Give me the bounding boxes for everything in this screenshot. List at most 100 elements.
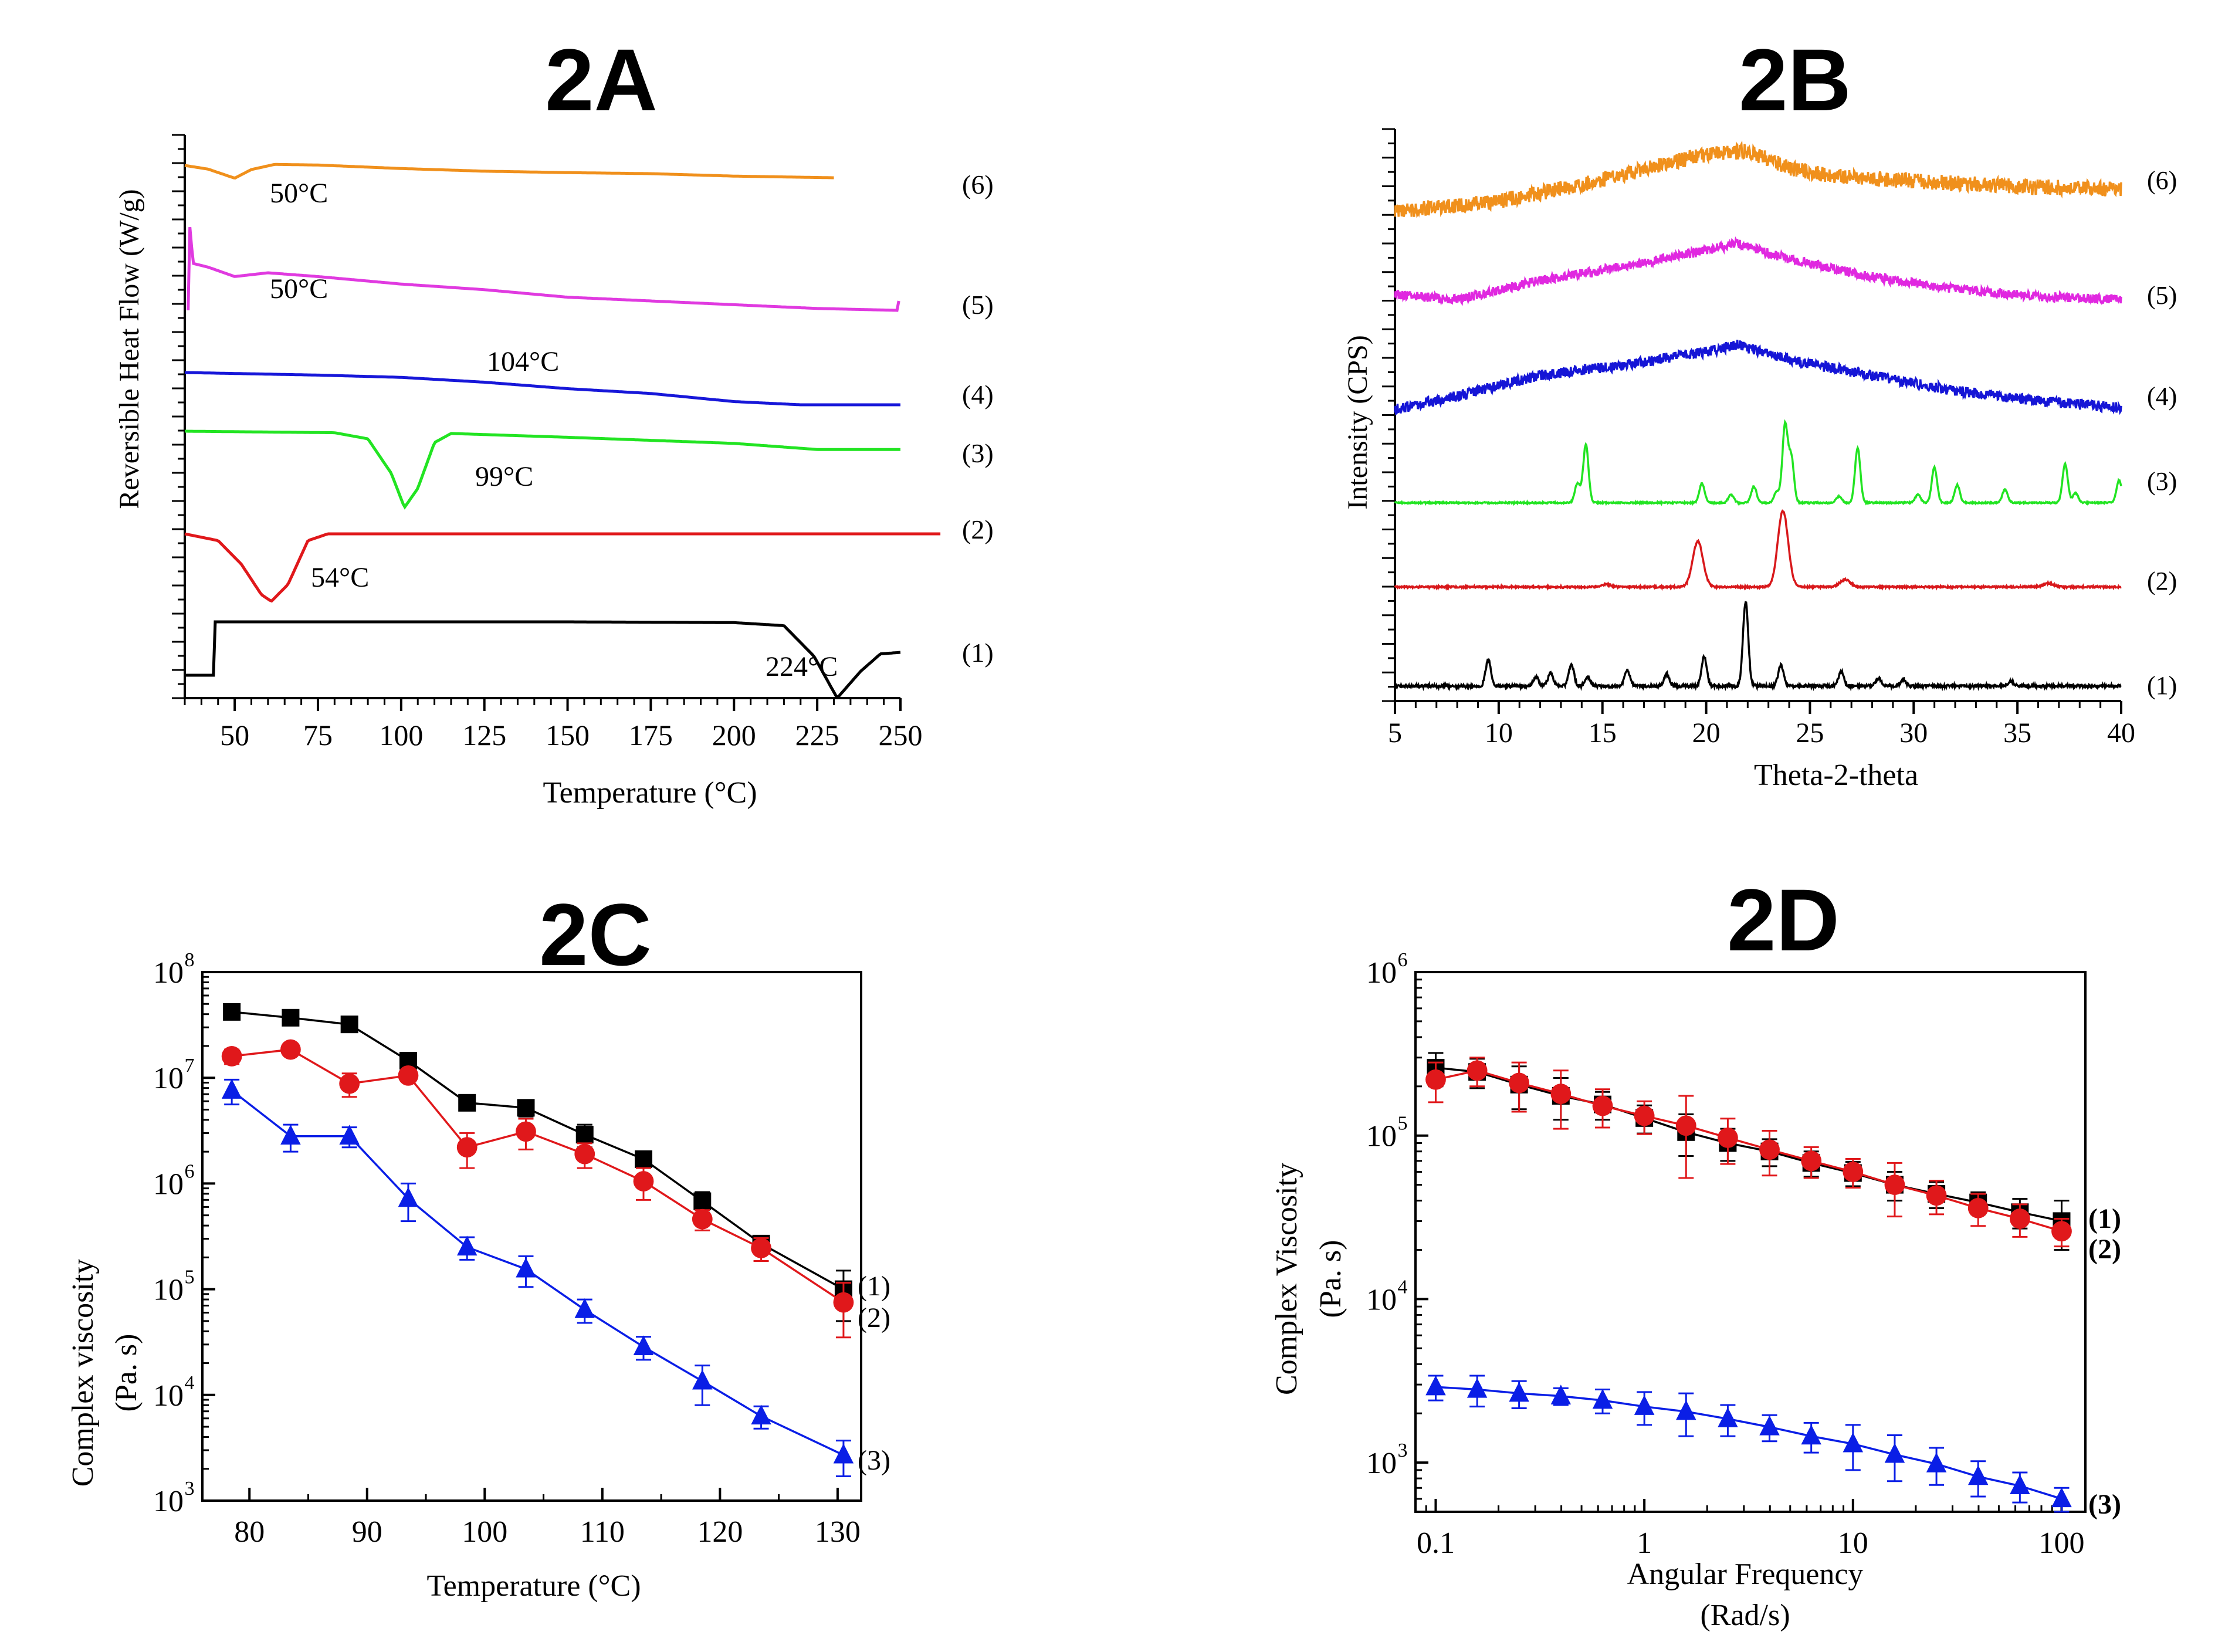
panel-2c-data-point xyxy=(339,1125,360,1145)
panel-2b-x-tick-label: 30 xyxy=(1899,717,1928,749)
panel-2c-data-point xyxy=(574,1143,595,1164)
panel-2c-data-point xyxy=(692,1208,713,1230)
panel-2c-data-point xyxy=(516,1121,536,1142)
panel-2c-data-point xyxy=(221,1079,242,1099)
panel-2a-x-tick-label: 150 xyxy=(546,719,590,751)
panel-2c-y-axis-label-line2: (Pa. s) xyxy=(110,1334,143,1412)
panel-2d-y-axis-label-line1: Complex Viscosity xyxy=(1270,1163,1303,1395)
panel-2c-x-tick-label: 130 xyxy=(815,1515,861,1549)
panel-2d-x-tick-label: 0.1 xyxy=(1417,1526,1455,1560)
panel-2d-data-point xyxy=(1843,1432,1864,1453)
panel-2c-y-tick-label: 10 xyxy=(153,1062,184,1095)
panel-2c-y-tick-label: 10 xyxy=(153,1167,184,1201)
panel-2a-series-line xyxy=(187,226,900,312)
panel-2c-plot-frame xyxy=(201,971,862,1502)
panel-2b-series-line xyxy=(1394,236,2122,306)
panel-2c-data-point xyxy=(280,1039,301,1060)
panel-2c-y-tick-exponent: 8 xyxy=(185,949,195,971)
panel-2c-data-point xyxy=(280,1125,301,1145)
panel-2d-series-label: (2) xyxy=(2088,1234,2121,1265)
panel-2a-y-axis-label: Reversible Heat Flow (W/g) xyxy=(114,189,145,509)
panel-2b: 2B Theta-2-theta Intensity (CPS) 5 10 15 20… xyxy=(1342,31,2177,792)
panel-2d-data-point xyxy=(1675,1115,1696,1136)
panel-2b-x-axis-label: Theta-2-theta xyxy=(1754,759,1918,792)
panel-2c-data-point xyxy=(692,1369,713,1390)
panel-2c-data-point xyxy=(456,1137,477,1158)
panel-2d-y-tick-label: 10 xyxy=(1366,1283,1397,1316)
panel-2d-data-point xyxy=(1967,1197,1989,1218)
panel-2c-y-tick-exponent: 3 xyxy=(185,1478,195,1499)
panel-2d-data-point xyxy=(1509,1382,1529,1402)
panel-2c-data-point xyxy=(221,1046,242,1067)
panel-2d-x-axis-label-line2: (Rad/s) xyxy=(1700,1599,1790,1632)
panel-2d-x-tick-label: 10 xyxy=(1838,1526,1868,1560)
panel-2c-y-tick-exponent: 7 xyxy=(185,1055,195,1076)
panel-2b-y-axis-label: Intensity (CPS) xyxy=(1342,335,1373,509)
panel-2c-data-point xyxy=(833,1443,854,1464)
panel-2d-data-point xyxy=(1425,1069,1446,1090)
panel-2d-data-point xyxy=(1884,1174,1905,1195)
panel-2c-y-tick-exponent: 5 xyxy=(185,1267,195,1288)
panel-2a-peak-annotation: 50°C xyxy=(270,273,328,304)
panel-2d-data-point xyxy=(2009,1208,2030,1229)
panel-2d-y-tick-exponent: 4 xyxy=(1398,1276,1408,1298)
panel-2c-data-point xyxy=(282,1008,300,1027)
panel-2c-data-point xyxy=(339,1073,360,1094)
panel-2d-data-point xyxy=(1634,1105,1655,1126)
panel-2c-x-tick-label: 100 xyxy=(462,1515,507,1549)
panel-2a-x-tick-label: 50 xyxy=(220,719,249,751)
panel-2d-data-point xyxy=(1550,1084,1572,1104)
panel-2d-data-point xyxy=(1425,1375,1446,1396)
panel-2a-series-line xyxy=(184,163,834,180)
panel-2b-series-label: (4) xyxy=(2147,382,2177,411)
panel-2d-data-point xyxy=(1801,1424,1821,1445)
panel-2d-data-point xyxy=(1592,1095,1613,1116)
panel-2d-data-point xyxy=(1676,1400,1696,1420)
panel-2a-x-tick-label: 175 xyxy=(629,719,673,751)
panel-2a-series-line xyxy=(184,371,900,407)
panel-2d-data-point xyxy=(1759,1139,1780,1160)
panel-2d-data-point xyxy=(1509,1072,1530,1094)
panel-2b-series-line xyxy=(1394,601,2122,692)
panel-2c-data-point xyxy=(751,1404,771,1425)
panel-2c-data-point xyxy=(517,1099,535,1117)
panel-2c-data-point xyxy=(635,1150,653,1168)
panel-2c-y-tick-exponent: 4 xyxy=(185,1372,195,1394)
panel-2c-series-label: (1) xyxy=(858,1271,890,1302)
panel-2a-peak-annotation: 54°C xyxy=(311,562,369,593)
panel-2a-series-line xyxy=(185,429,900,510)
panel-2b-series-label: (5) xyxy=(2147,281,2177,310)
panel-2d-data-point xyxy=(2051,1221,2072,1242)
panel-2a-series-label: (5) xyxy=(962,290,994,320)
panel-2a-x-tick-label: 125 xyxy=(462,719,506,751)
panel-2b-x-tick-label: 15 xyxy=(1589,717,1617,749)
panel-2d-data-point xyxy=(1926,1185,1947,1206)
panel-2c-y-tick-label: 10 xyxy=(153,1274,184,1307)
panel-2c-data-point xyxy=(458,1094,476,1112)
panel-2a-series-label: (3) xyxy=(962,438,994,468)
panel-2b-series-label: (1) xyxy=(2147,671,2177,700)
panel-2c-data-point xyxy=(398,1187,419,1207)
panel-2c-title: 2C xyxy=(539,885,652,984)
panel-2d-data-point xyxy=(2010,1474,2030,1495)
panel-2c-data-point xyxy=(693,1192,712,1210)
panel-2b-x-tick-label: 5 xyxy=(1388,717,1402,749)
panel-2c-y-tick-label: 10 xyxy=(153,1379,184,1413)
panel-2b-x-tick-label: 10 xyxy=(1485,717,1513,749)
panel-2a-x-tick-label: 100 xyxy=(379,719,423,751)
panel-2d: 2D Angular Frequency (Rad/s) Complex Vis… xyxy=(1270,871,2121,1632)
panel-2b-series-line xyxy=(1394,340,2122,415)
panel-2d-data-point xyxy=(1550,1384,1572,1404)
panel-2d-series-line xyxy=(1435,1386,2063,1500)
panel-2c-x-tick-label: 90 xyxy=(352,1515,382,1549)
panel-2a-series-line xyxy=(184,532,941,603)
panel-2d-data-point xyxy=(1843,1162,1864,1182)
panel-2c-data-point xyxy=(223,1003,241,1021)
panel-2d-y-tick-exponent: 3 xyxy=(1398,1440,1408,1461)
panel-2d-series-label: (3) xyxy=(2088,1489,2121,1520)
panel-2a-x-axis-label: Temperature (°C) xyxy=(543,776,757,810)
panel-2a: 2A Temperature (°C) Reversible Heat Flow… xyxy=(114,31,994,810)
panel-2c-y-tick-label: 10 xyxy=(153,956,184,990)
panel-2a-series-label: (4) xyxy=(962,380,994,409)
